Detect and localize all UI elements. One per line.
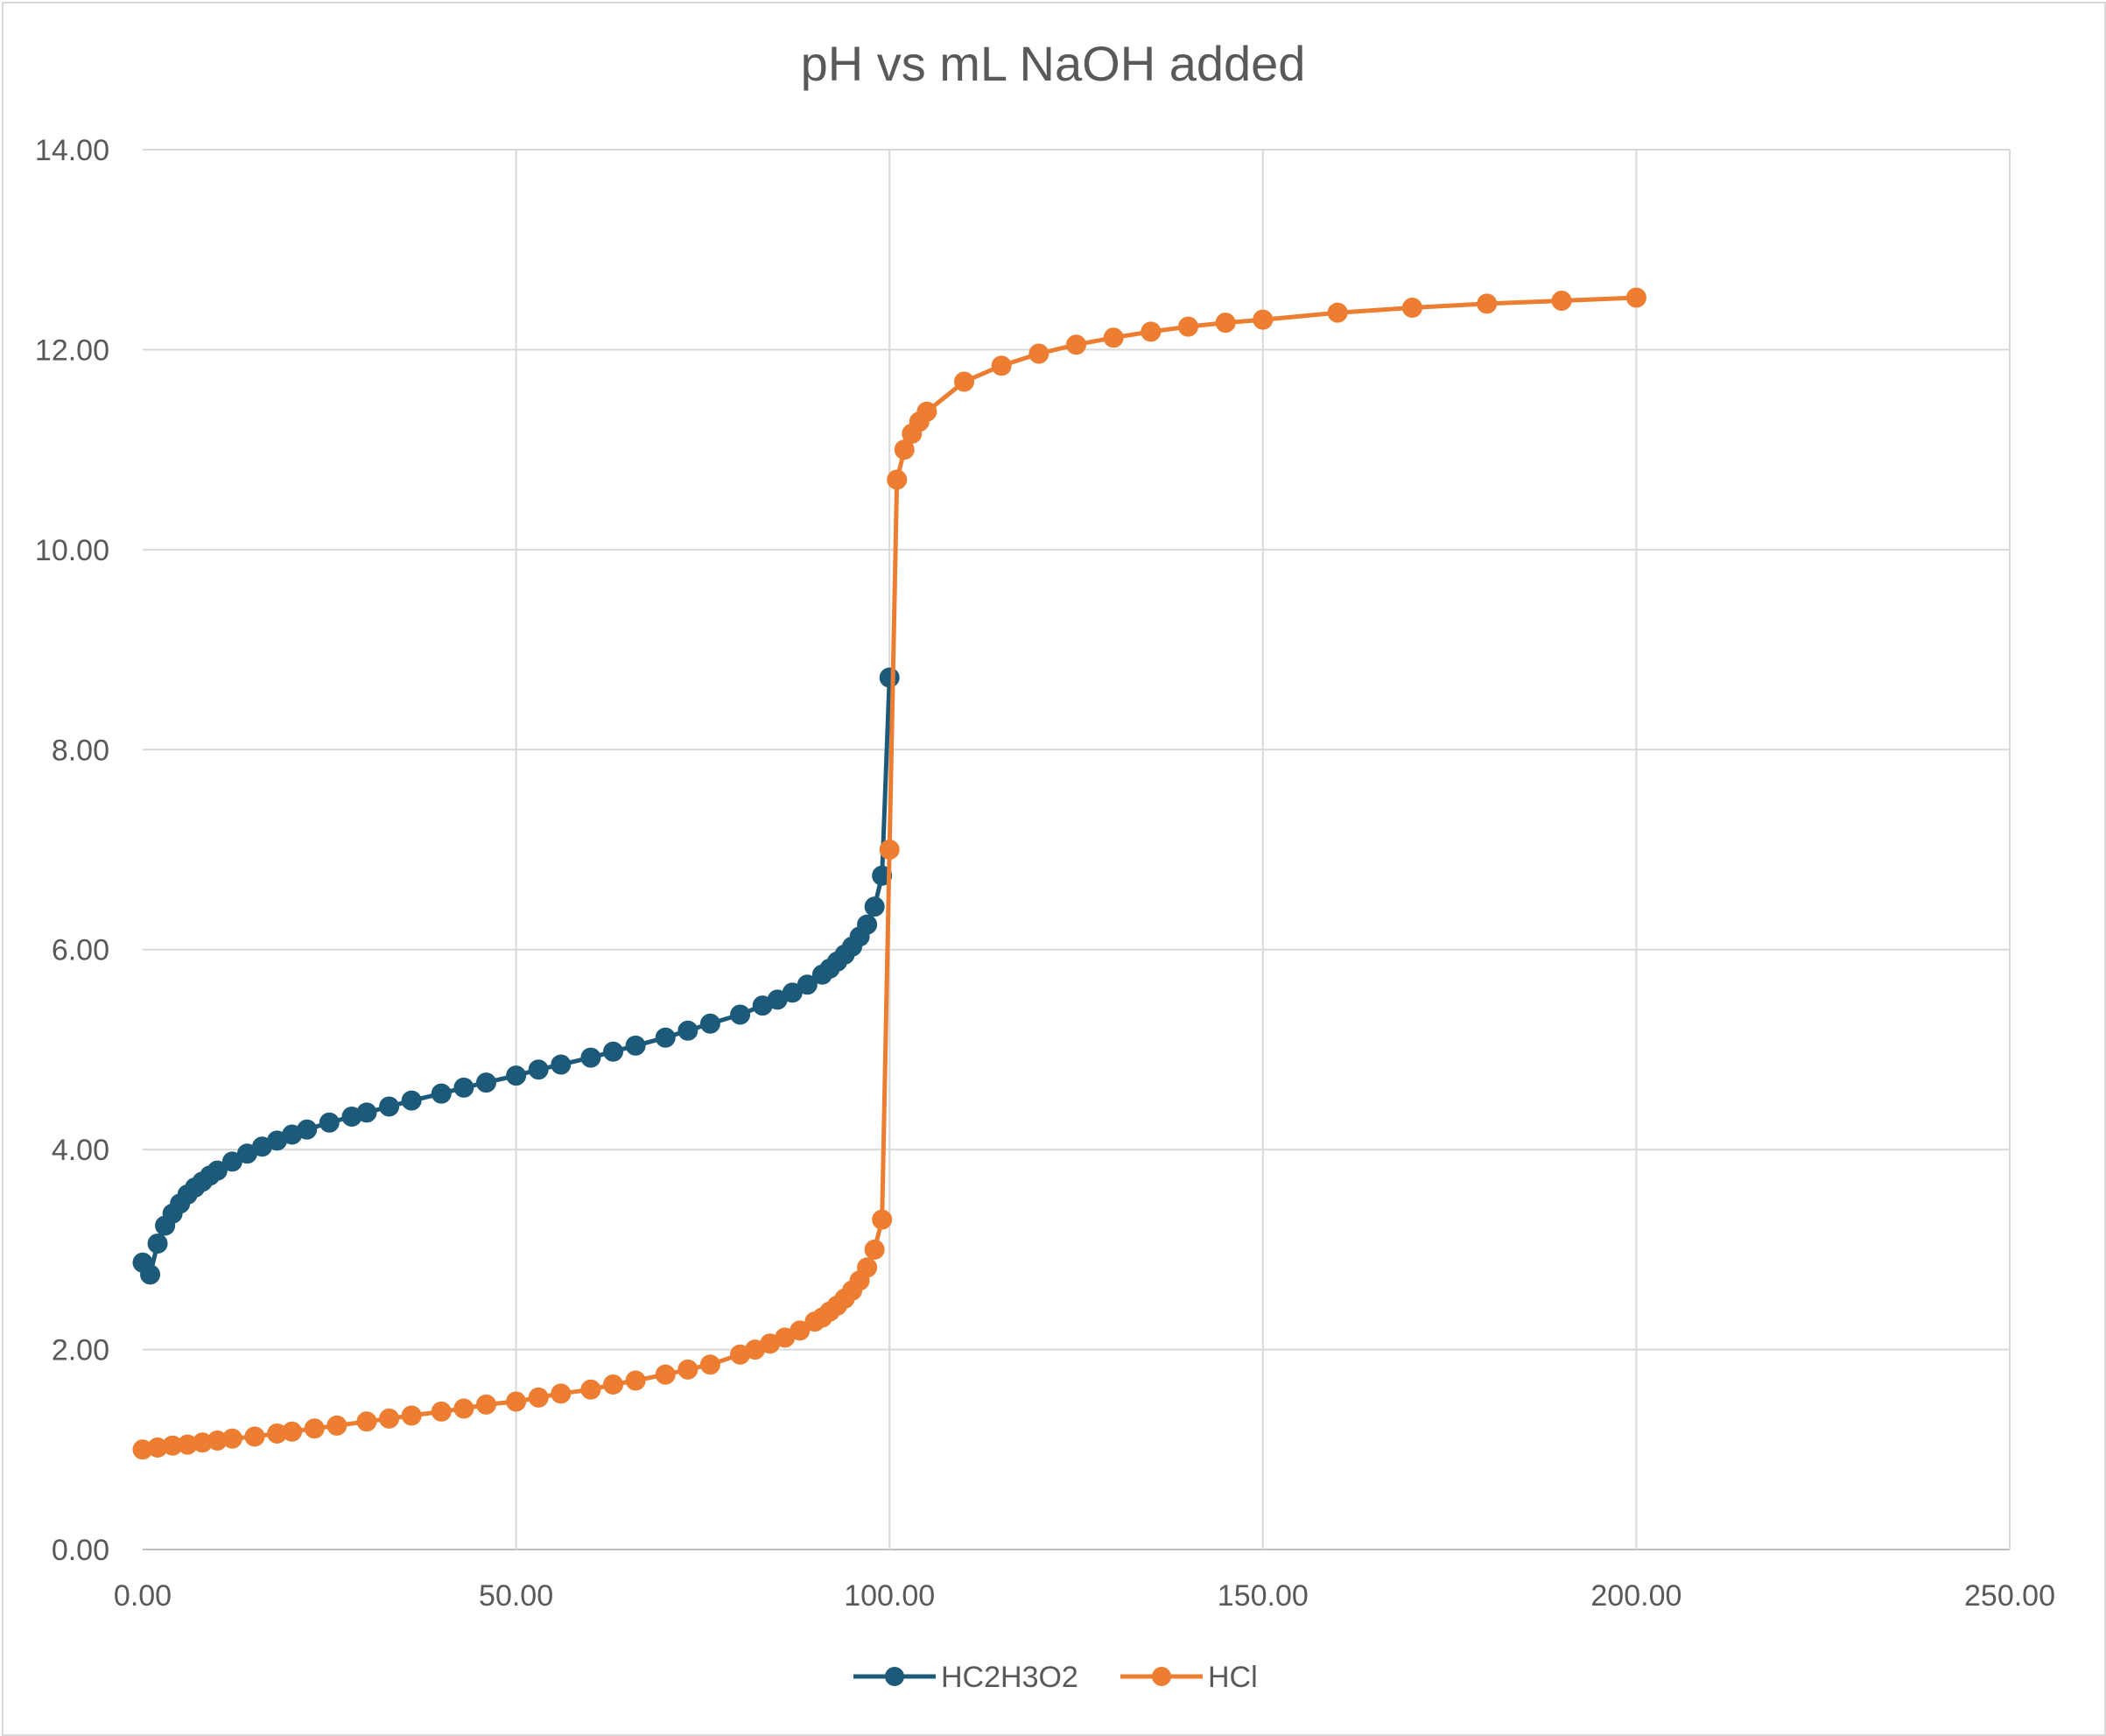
- data-point: [580, 1047, 601, 1068]
- legend-marker: [885, 1667, 904, 1686]
- data-point: [401, 1090, 422, 1111]
- data-point: [790, 1320, 811, 1341]
- data-point: [506, 1065, 527, 1086]
- legend: HC2H3O2 HCl: [853, 1661, 1258, 1694]
- data-point: [872, 1209, 893, 1230]
- data-point: [319, 1112, 340, 1133]
- data-point: [551, 1383, 572, 1404]
- data-point: [207, 1160, 228, 1181]
- data-point: [1066, 334, 1086, 355]
- data-point: [379, 1408, 400, 1429]
- data-point: [326, 1415, 347, 1436]
- data-point: [356, 1102, 377, 1123]
- legend-item-hc2h3o2: HC2H3O2: [853, 1661, 1078, 1694]
- data-point: [887, 469, 908, 490]
- data-point: [954, 371, 975, 392]
- y-tick-label: 6.00: [52, 934, 109, 967]
- data-point: [857, 914, 878, 935]
- data-point: [1625, 287, 1646, 308]
- data-point: [356, 1411, 377, 1432]
- data-point: [1477, 293, 1498, 314]
- data-point: [864, 1239, 885, 1260]
- data-point: [475, 1394, 496, 1415]
- data-point: [528, 1387, 549, 1408]
- data-point: [147, 1233, 168, 1255]
- x-tick-label: 150.00: [1218, 1579, 1309, 1613]
- data-point: [797, 974, 818, 995]
- data-point: [1177, 316, 1198, 337]
- legend-marker: [1152, 1667, 1171, 1686]
- data-point: [655, 1027, 676, 1048]
- data-point: [1103, 327, 1124, 348]
- gridlines: [143, 149, 2011, 1550]
- data-point: [864, 896, 885, 917]
- data-point: [699, 1013, 720, 1034]
- data-point: [431, 1083, 452, 1104]
- data-point: [244, 1426, 265, 1447]
- data-point: [1401, 297, 1422, 318]
- data-point: [1551, 290, 1572, 311]
- data-point: [1028, 343, 1049, 364]
- data-point: [625, 1035, 646, 1056]
- data-point: [140, 1264, 161, 1285]
- data-point: [297, 1119, 318, 1140]
- x-tick-label: 100.00: [844, 1579, 935, 1613]
- data-point: [1215, 313, 1236, 334]
- data-point: [879, 667, 900, 688]
- data-point: [857, 1257, 878, 1278]
- x-tick-label: 200.00: [1590, 1579, 1681, 1613]
- y-tick-label: 8.00: [52, 734, 109, 767]
- data-point: [1327, 302, 1348, 323]
- data-point: [431, 1401, 452, 1422]
- data-point: [453, 1077, 474, 1098]
- data-point: [282, 1421, 303, 1442]
- data-point: [991, 355, 1012, 376]
- axis-tick-labels: 0.00 2.00 4.00 6.00 8.00 10.00 12.00 14.00 0.00 5…: [35, 134, 2055, 1613]
- data-point: [221, 1428, 242, 1449]
- data-point: [453, 1398, 474, 1419]
- data-point: [879, 840, 900, 860]
- y-tick-label: 10.00: [35, 534, 109, 567]
- series-hc2h3o2: [132, 667, 900, 1285]
- data-point: [677, 1359, 698, 1380]
- plot-series: [132, 287, 1646, 1460]
- data-point: [304, 1418, 325, 1439]
- y-tick-label: 12.00: [35, 334, 109, 367]
- y-tick-label: 14.00: [35, 134, 109, 167]
- y-tick-label: 0.00: [52, 1534, 109, 1567]
- data-point: [1253, 309, 1274, 330]
- legend-item-hcl: HCl: [1120, 1661, 1258, 1694]
- data-point: [677, 1020, 698, 1041]
- x-tick-label: 50.00: [479, 1579, 553, 1613]
- y-tick-label: 2.00: [52, 1334, 109, 1367]
- data-point: [655, 1364, 676, 1385]
- chart-title: pH vs mL NaOH added: [801, 36, 1306, 91]
- data-point: [916, 401, 937, 422]
- data-point: [379, 1096, 400, 1117]
- data-point: [1141, 321, 1162, 342]
- data-point: [603, 1041, 624, 1062]
- data-point: [580, 1379, 601, 1400]
- x-tick-label: 250.00: [1964, 1579, 2055, 1613]
- data-point: [625, 1370, 646, 1391]
- data-point: [699, 1354, 720, 1375]
- y-tick-label: 4.00: [52, 1134, 109, 1167]
- legend-label: HCl: [1208, 1661, 1258, 1694]
- data-point: [506, 1391, 527, 1412]
- data-point: [401, 1405, 422, 1426]
- data-point: [603, 1374, 624, 1395]
- legend-label: HC2H3O2: [941, 1661, 1078, 1694]
- data-point: [528, 1059, 549, 1080]
- data-point: [475, 1072, 496, 1093]
- series-hcl: [132, 287, 1646, 1460]
- data-point: [551, 1054, 572, 1075]
- x-tick-label: 0.00: [114, 1579, 172, 1613]
- data-point: [730, 1004, 751, 1025]
